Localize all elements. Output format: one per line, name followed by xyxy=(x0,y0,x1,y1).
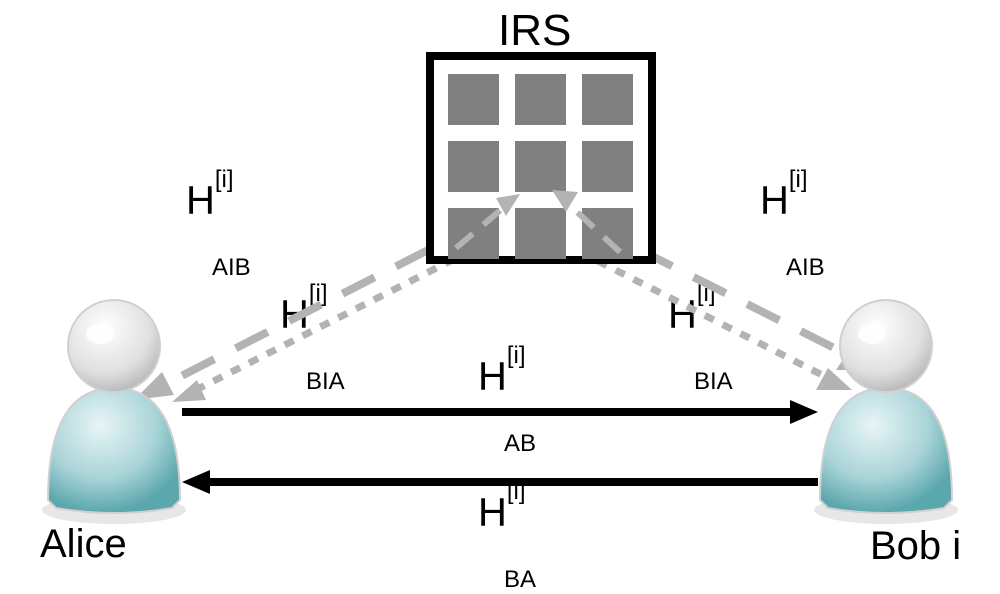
arrow-ba xyxy=(182,470,818,494)
bob-icon xyxy=(814,300,958,524)
diagram-canvas: IRS H[i] AIB H[i] AIB H[i] BIA H[i] BIA … xyxy=(0,0,1000,581)
alice-icon xyxy=(42,300,186,524)
arrow-bia-right xyxy=(580,252,852,390)
arrow-ab xyxy=(182,400,818,424)
arrow-aib-left xyxy=(134,250,428,400)
svg-layer xyxy=(0,0,1000,581)
arrow-bia-left xyxy=(172,250,472,402)
irs-surface xyxy=(430,56,652,260)
